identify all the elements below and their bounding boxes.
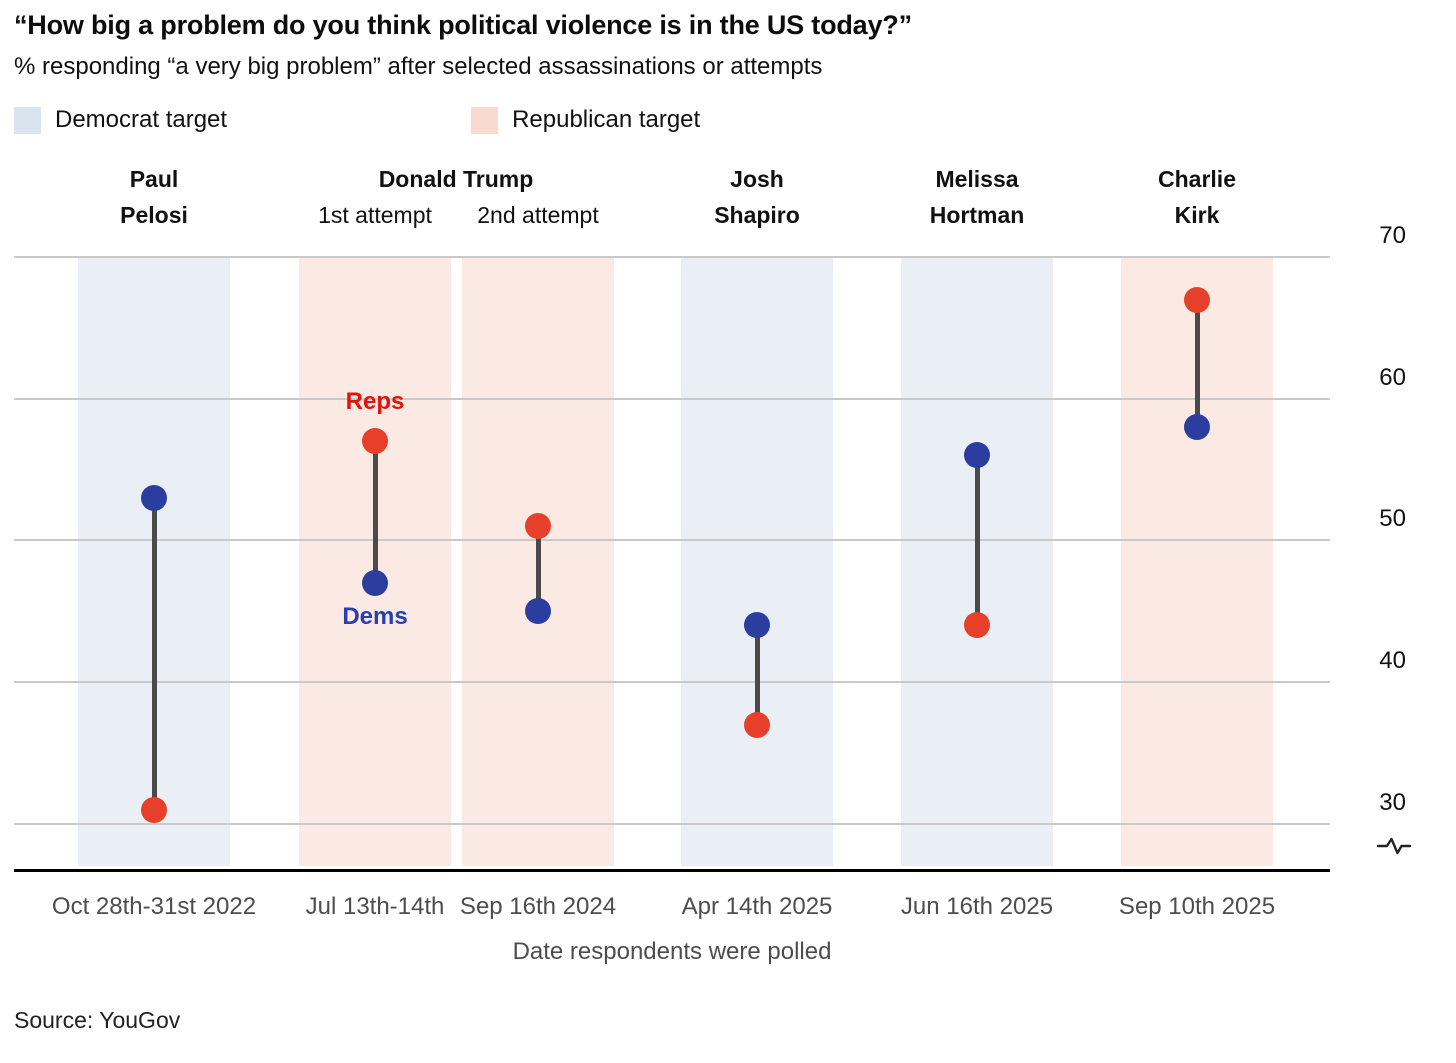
rep-dot-5 <box>1184 286 1210 313</box>
date-label-1: Jul 13th-14th <box>305 893 445 920</box>
column-header-2: Donald Trump <box>378 166 534 192</box>
column-header-5: Josh <box>730 166 784 192</box>
column-header-0: Paul <box>129 166 179 192</box>
y-tick-label-60: 60 <box>1379 363 1406 391</box>
x-axis-title: Date respondents were polled <box>512 938 832 965</box>
source-note: Source: YouGov <box>14 1007 181 1033</box>
dumbbell-line-0 <box>151 497 157 810</box>
column-header-8: Hortman <box>929 202 1025 228</box>
chart-subtitle: % responding “a very big problem” after … <box>14 53 823 80</box>
legend-item-republican: Republican target <box>471 106 700 134</box>
date-label-4: Jun 16th 2025 <box>900 893 1054 920</box>
column-header-4: 2nd attempt <box>477 202 599 228</box>
column-header-10: Kirk <box>1174 202 1220 228</box>
gridline-30 <box>14 822 1330 825</box>
democrat-target-swatch-icon <box>14 106 41 134</box>
y-tick-label-40: 40 <box>1379 647 1406 675</box>
legend-item-democrat: Democrat target <box>14 106 227 134</box>
column-header-6: Shapiro <box>714 202 800 228</box>
gridline-50 <box>14 539 1330 542</box>
legend-label-democrat: Democrat target <box>55 106 228 133</box>
gridline-70 <box>14 256 1330 258</box>
legend-label-republican: Republican target <box>512 106 701 133</box>
gridline-60 <box>14 397 1330 400</box>
column-header-7: Melissa <box>935 166 1019 192</box>
dumbbell-line-5 <box>1194 299 1200 428</box>
dumbbell-line-3 <box>754 625 760 725</box>
date-label-3: Apr 14th 2025 <box>681 893 833 920</box>
rep-dot-3 <box>744 711 770 738</box>
gridline-40 <box>14 681 1330 684</box>
rep-dot-2 <box>525 513 551 540</box>
dumbbell-line-4 <box>974 455 980 626</box>
x-axis-line <box>14 869 1330 872</box>
dumbbell-line-1 <box>372 441 378 583</box>
dem-dot-0 <box>141 484 167 511</box>
rep-dot-4 <box>964 612 990 639</box>
date-label-0: Oct 28th-31st 2022 <box>51 893 257 920</box>
chart-title: “How big a problem do you think politica… <box>14 10 912 40</box>
column-header-1: Pelosi <box>120 202 188 228</box>
column-header-3: 1st attempt <box>318 202 432 228</box>
y-tick-label-70: 70 <box>1379 222 1406 249</box>
y-tick-label-30: 30 <box>1379 788 1406 816</box>
date-label-5: Sep 10th 2025 <box>1118 893 1276 920</box>
y-tick-label-50: 50 <box>1379 505 1406 533</box>
legend: Democrat target Republican target <box>14 105 700 135</box>
rep-dot-0 <box>141 796 167 823</box>
dem-dot-5 <box>1184 414 1210 441</box>
date-label-2: Sep 16th 2024 <box>459 893 617 920</box>
series-annotation-dems: Dems <box>342 602 408 630</box>
republican-target-swatch-icon <box>471 106 499 134</box>
axis-break-icon <box>1376 836 1412 856</box>
dem-dot-1 <box>362 569 388 596</box>
series-annotation-reps: Reps <box>345 388 405 416</box>
dem-dot-3 <box>744 612 770 639</box>
dumbbell-line-2 <box>535 526 541 612</box>
dem-dot-4 <box>964 442 990 469</box>
rep-dot-1 <box>362 428 388 455</box>
column-header-9: Charlie <box>1158 166 1236 192</box>
dem-dot-2 <box>525 598 551 625</box>
column-band-democrat-3 <box>681 257 833 866</box>
